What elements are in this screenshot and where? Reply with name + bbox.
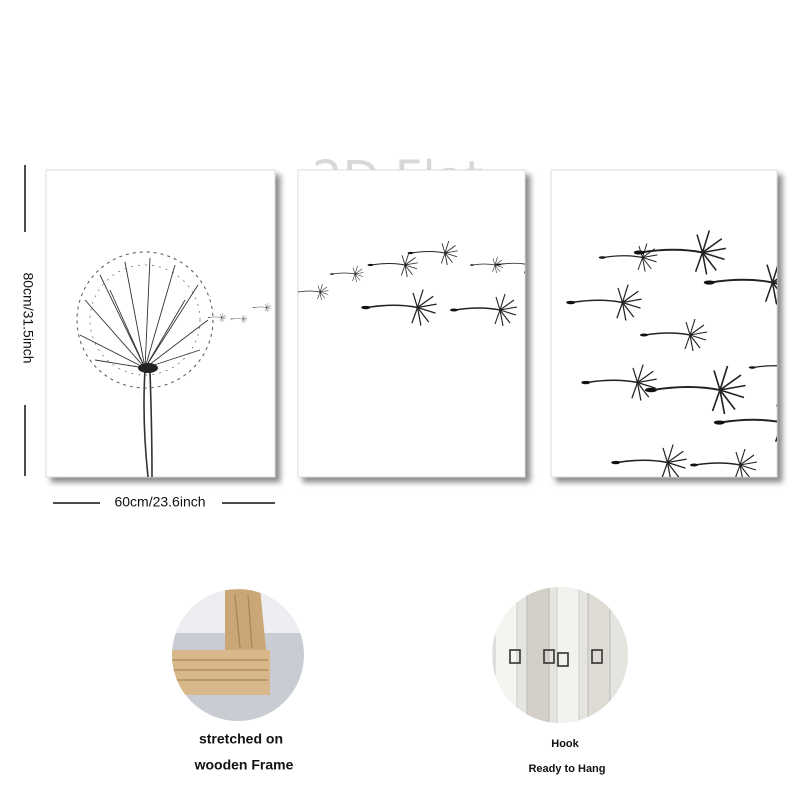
feature-caption: wooden Frame — [194, 757, 294, 773]
dandelion-art — [76, 251, 272, 477]
feature-caption: Ready to Hang — [528, 763, 605, 775]
canvas-panel — [297, 169, 526, 478]
width-label: 60cm/23.6inch — [114, 494, 205, 510]
canvas-panel — [45, 169, 276, 478]
feature-caption: stretched on — [199, 731, 283, 747]
height-label: 80cm/31.5inch — [20, 272, 36, 363]
feature-caption: Hook — [551, 738, 579, 750]
hook-photo — [492, 587, 628, 723]
frame-photo — [172, 589, 304, 721]
canvas-panel — [550, 169, 778, 478]
